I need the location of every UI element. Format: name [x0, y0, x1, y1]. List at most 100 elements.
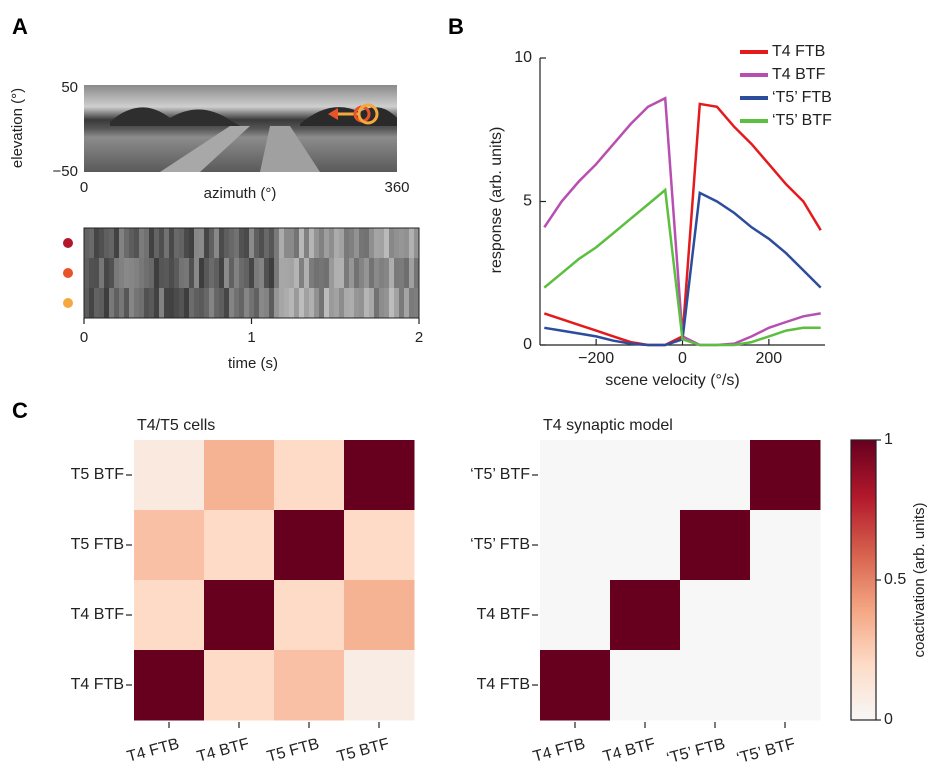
colorbar-step — [851, 520, 876, 523]
raster-stripe — [384, 288, 389, 318]
colorbar-step — [851, 644, 876, 647]
y-tick-label: 10 — [514, 49, 532, 66]
row-label: ‘T5’ BTF — [470, 466, 530, 483]
raster-stripe — [109, 228, 114, 258]
raster-stripe — [319, 258, 324, 288]
colorbar-step — [851, 670, 876, 673]
raster-stripe — [149, 288, 154, 318]
raster-stripe — [229, 228, 234, 258]
colorbar-step — [851, 686, 876, 689]
colorbar-step — [851, 714, 876, 717]
raster-stripe — [204, 288, 209, 318]
colorbar-step — [851, 606, 876, 609]
heatmap-cell — [750, 650, 821, 721]
raster-stripe — [249, 288, 254, 318]
heatmap-cell — [344, 650, 415, 721]
raster-stripe — [409, 228, 414, 258]
colorbar-step — [851, 512, 876, 515]
raster-stripe — [339, 258, 344, 288]
raster-stripe — [134, 258, 139, 288]
raster-stripe — [209, 228, 214, 258]
colorbar-step — [851, 678, 876, 681]
raster-stripe — [234, 228, 239, 258]
x-tick-label: 200 — [756, 350, 783, 367]
panel-label: A — [12, 14, 28, 39]
heatmap-cell — [680, 650, 751, 721]
colorbar-step — [851, 592, 876, 595]
heatmap-cell — [750, 510, 821, 581]
colorbar-step — [851, 580, 876, 583]
raster-stripe — [299, 228, 304, 258]
colorbar-step — [851, 560, 876, 563]
colorbar-step — [851, 596, 876, 599]
heatmap-cell — [540, 440, 611, 511]
colorbar-step — [851, 514, 876, 517]
raster-stripe — [264, 258, 269, 288]
colorbar-step — [851, 510, 876, 513]
heatmap-cell — [344, 580, 415, 651]
raster-stripe — [394, 258, 399, 288]
raster-stripe — [379, 228, 384, 258]
colorbar-step — [851, 530, 876, 533]
colorbar-step — [851, 608, 876, 611]
colorbar-step — [851, 554, 876, 557]
raster-stripe — [94, 258, 99, 288]
heatmap-cell — [274, 650, 345, 721]
raster-stripe — [279, 228, 284, 258]
raster-stripe — [309, 228, 314, 258]
raster-stripe — [89, 288, 94, 318]
raster-stripe — [269, 228, 274, 258]
raster-stripe — [344, 258, 349, 288]
row-dot — [63, 238, 73, 248]
raster-stripe — [119, 258, 124, 288]
colorbar-step — [851, 690, 876, 693]
raster-stripe — [164, 288, 169, 318]
raster-stripe — [224, 228, 229, 258]
raster-stripe — [179, 228, 184, 258]
colorbar-step — [851, 588, 876, 591]
heatmap-cell — [134, 580, 205, 651]
legend-label: ‘T5’ BTF — [772, 112, 832, 129]
row-label: T4 BTF — [477, 606, 531, 623]
colorbar-step — [851, 618, 876, 621]
row-label: T5 FTB — [71, 536, 124, 553]
raster-stripe — [104, 288, 109, 318]
colorbar-step — [851, 708, 876, 711]
raster-stripe — [169, 228, 174, 258]
colorbar-step — [851, 536, 876, 539]
x-tick-label: 2 — [415, 329, 423, 346]
raster-stripe — [174, 258, 179, 288]
colorbar-step — [851, 600, 876, 603]
raster-stripe — [334, 258, 339, 288]
raster-stripe — [229, 258, 234, 288]
x-tick-label: 360 — [384, 179, 409, 196]
raster-stripe — [344, 228, 349, 258]
raster-stripe — [164, 228, 169, 258]
raster-stripe — [189, 258, 194, 288]
raster-stripe — [214, 228, 219, 258]
y-tick-label: 50 — [61, 79, 78, 96]
heatmap-cell — [540, 510, 611, 581]
colorbar-step — [851, 630, 876, 633]
colorbar-step — [851, 648, 876, 651]
legend-label: T4 BTF — [772, 66, 826, 83]
raster-stripe — [384, 228, 389, 258]
raster-stripe — [244, 288, 249, 318]
heatmap-cell — [610, 650, 681, 721]
raster-stripe — [179, 258, 184, 288]
raster-stripe — [114, 258, 119, 288]
raster-stripe — [379, 258, 384, 288]
colorbar-step — [851, 602, 876, 605]
raster-stripe — [84, 228, 89, 258]
heatmap-cell — [610, 510, 681, 581]
raster-stripe — [174, 228, 179, 258]
column-label: T5 FTB — [265, 736, 321, 766]
colorbar-step — [851, 566, 876, 569]
raster-stripe — [369, 228, 374, 258]
colorbar-step — [851, 680, 876, 683]
raster-stripe — [164, 258, 169, 288]
raster-stripe — [194, 288, 199, 318]
scene-image — [84, 85, 397, 172]
colorbar-step — [851, 716, 876, 719]
raster-stripe — [294, 288, 299, 318]
